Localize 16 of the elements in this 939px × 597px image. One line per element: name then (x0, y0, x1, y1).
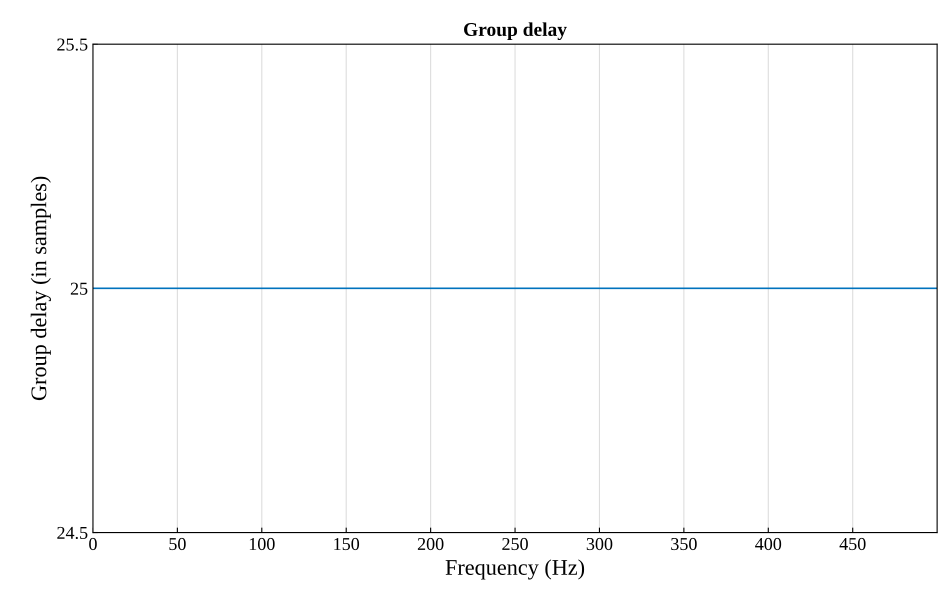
x-tick-label: 200 (418, 538, 444, 550)
y-axis-title: Group delay (in samples) (30, 176, 51, 400)
x-tick-label: 450 (840, 538, 866, 550)
x-tick-label: 100 (250, 538, 275, 550)
x-tick-label: 50 (169, 538, 186, 550)
x-tick-label: 400 (755, 538, 782, 550)
y-tick-label: 24.5 (57, 526, 88, 540)
y-tick-label: 25.5 (57, 38, 88, 51)
x-tick-label: 300 (586, 538, 612, 550)
y-tick-label: 25 (70, 282, 88, 295)
x-tick-label: 0 (89, 538, 97, 550)
chart-title: Group delay (464, 22, 567, 40)
x-tick-label: 250 (502, 538, 528, 550)
x-axis-title: Frequency (Hz) (446, 559, 584, 580)
x-tick-label: 150 (334, 538, 360, 550)
x-tick-label: 350 (671, 538, 697, 550)
